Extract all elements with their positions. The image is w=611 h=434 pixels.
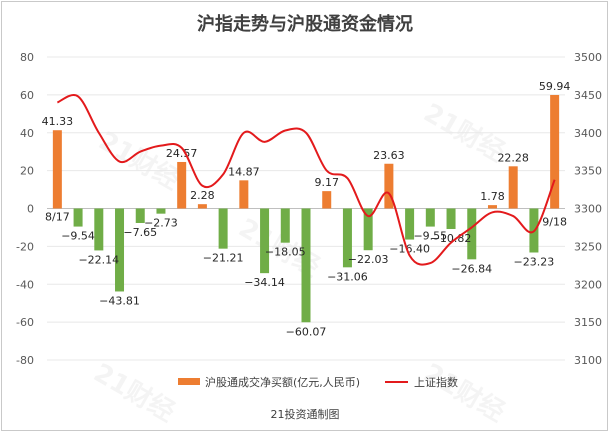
bar-value-label: −21.21 [203,252,244,265]
left-tick-label: -80 [16,354,34,367]
right-tick-label: 3150 [574,316,602,329]
right-axis: 3500 3450 3400 3350 3300 3250 3200 3150 3100 [574,51,602,367]
bar-value-label: 23.63 [373,149,405,162]
bar [322,191,332,209]
bar-value-label: −60.07 [286,325,327,338]
legend-line-label: 上证指数 [414,375,458,389]
bar [487,205,497,209]
bar [363,208,373,251]
left-tick-label: -60 [16,316,34,329]
watermark-text: 21财经 [88,357,180,428]
bar-value-label: 24.57 [166,147,198,160]
bar-value-label: 59.94 [539,80,571,93]
bar-labels: 41.33 −9.54 −22.14 −43.81 −7.65−2.73 24.57 2.2… [42,80,571,338]
category-labels: 8/17 9/18 [45,211,567,229]
right-tick-label: 3500 [574,51,602,64]
bar-value-label: −22.03 [348,253,389,266]
left-tick-label: 60 [20,89,34,102]
bar-value-label: −34.14 [244,276,285,289]
bar [384,163,394,209]
index-line [56,94,556,266]
bar [425,208,435,227]
bar-value-label: −23.23 [514,255,555,268]
left-tick-label: -40 [16,278,34,291]
bar [550,94,560,209]
bar-value-label: 41.33 [42,115,74,128]
bar-value-label: −2.73 [144,217,178,230]
bar [94,208,104,251]
bar [197,204,207,209]
chart-title: 沪指走势与沪股通资金情况 [197,13,413,35]
bar [218,208,228,249]
bar [239,180,249,209]
category-label-last: 9/18 [542,216,567,229]
bar [73,208,83,227]
bar [405,208,415,240]
bar-value-label: −16.40 [389,243,430,256]
bar-value-label: −31.06 [327,270,368,283]
bar [446,208,456,229]
index-line-layer [56,94,556,266]
bar-value-label: 9.17 [314,176,339,189]
bar [301,208,311,323]
bar [156,208,166,214]
left-tick-label: 0 [27,203,34,216]
category-label-first: 8/17 [45,211,70,224]
bar-value-label: −18.05 [265,246,306,259]
right-tick-label: 3400 [574,127,602,140]
bar-value-label: −43.81 [99,294,140,307]
right-tick-label: 3200 [574,278,602,291]
right-tick-label: 3450 [574,89,602,102]
right-tick-label: 3250 [574,240,602,253]
watermark-text: 21财经 [418,357,510,428]
bar [135,208,145,223]
legend-bar-swatch [178,378,200,385]
right-tick-label: 3300 [574,203,602,216]
left-tick-label: 20 [20,165,34,178]
bar-value-label: −7.65 [123,226,157,239]
bar [342,208,352,268]
bar [508,166,518,209]
source-note: 21投资通制图 [271,407,340,421]
bar-value-label: −9.54 [61,230,95,243]
bar [115,208,125,292]
left-tick-label: 80 [20,51,34,64]
bar [260,208,270,274]
bar [467,208,477,260]
bar [52,130,62,209]
left-axis: 80 60 40 20 0 -20 -40 -60 -80 [16,51,34,367]
bar [177,161,187,209]
left-tick-label: 40 [20,127,34,140]
legend: 沪股通成交净买额(亿元,人民币) 上证指数 [178,375,458,389]
watermark-text: 21财经 [93,125,185,196]
bar-value-label: −22.14 [78,253,119,266]
bar-value-label: 22.28 [497,151,529,164]
bar-value-label: −26.84 [451,262,492,275]
bar-value-label: 14.87 [228,165,260,178]
legend-bar-label: 沪股通成交净买额(亿元,人民币) [205,375,360,389]
bar [280,208,290,243]
bar-value-label: −9.55 [413,230,447,243]
left-tick-label: -20 [16,240,34,253]
bar-value-label: 2.28 [190,189,215,202]
bar-series [52,94,560,323]
right-tick-label: 3100 [574,354,602,367]
bar-value-label: 1.78 [480,190,505,203]
right-tick-label: 3350 [574,165,602,178]
